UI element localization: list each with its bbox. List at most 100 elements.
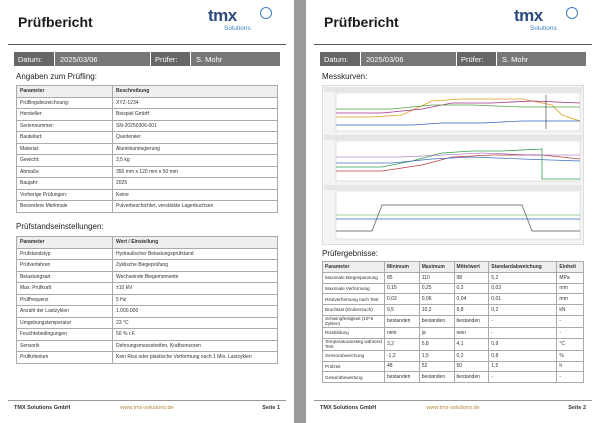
table-header: Minimum [384, 261, 420, 273]
series-line [336, 98, 581, 122]
table-cell: Prüffrequenz [16, 293, 113, 306]
footer-divider [314, 400, 592, 401]
footer-company: TMX Solutions GmbH [14, 405, 71, 411]
page-footer: TMX Solutions GmbH www.tmx-solutions.de … [320, 405, 586, 413]
table-cell: Anzahl der Lastzyklen [16, 305, 113, 318]
page-footer: TMX Solutions GmbH www.tmx-solutions.de … [14, 405, 280, 413]
table-cell: - [556, 326, 584, 339]
table-cell: Dehnungsmessstreifen, Kraftsensoren [112, 339, 278, 352]
footer-company: TMX Solutions GmbH [320, 405, 377, 411]
table-cell: 0,03 [488, 282, 558, 295]
page-title: Prüfbericht [18, 14, 93, 30]
header-divider [314, 44, 592, 45]
series-line [336, 152, 580, 158]
table-cell: Bruchlast (Endversuch) [322, 304, 385, 316]
table-cell: 10,2 [418, 304, 455, 316]
table-cell: Gewicht: [16, 154, 113, 167]
company-logo: tmx Solutions [514, 6, 578, 38]
table-cell: bestanden [453, 314, 490, 328]
results-heading: Prüfergebnisse: [322, 249, 379, 258]
footer-page: Seite 1 [262, 405, 280, 411]
table-cell: Sensorabweichung [322, 349, 385, 362]
table-row: Prüfstandstyp Hydraulischer Belastungsprü… [16, 247, 278, 260]
specimen-table: Parameter Beschreibung Prüflingsbezeichn… [16, 85, 278, 213]
table-cell: mm [556, 293, 584, 306]
table-cell: Vorherige Prüfungen: [16, 188, 113, 201]
table-cell: 9,5 [384, 304, 420, 316]
table-row: Rissbildung nein ja nein - - [322, 326, 584, 339]
table-row: Gesamtbewertung bestanden bestanden bestand… [322, 371, 584, 384]
table-row: Maximale Verformung 0,15 0,25 0,2 0,03 mm [322, 282, 584, 295]
report-page-2: Prüfbericht tmx Solutions Datum: 2025/03… [306, 0, 600, 423]
table-cell: Keine [112, 188, 278, 201]
logo-brand: tmx [514, 6, 543, 25]
table-cell: Temperaturanstieg während Test [322, 337, 385, 351]
chart-legend-3 [324, 185, 582, 190]
table-header: Beschreibung [112, 85, 278, 98]
tester-value: S. Mohr [190, 52, 280, 66]
series-line [336, 120, 580, 126]
table-header: Parameter [322, 261, 385, 273]
table-row: Sensorik Dehnungsmessstreifen, Kraftsenso… [16, 339, 278, 352]
table-cell: 50 [453, 360, 490, 373]
table-cell: Prüfverfahren [16, 259, 113, 272]
table-header: Parameter [16, 85, 113, 98]
table-cell: Max. Prüfkraft [16, 282, 113, 295]
table-row: Material: Aluminiumlegierung [16, 142, 278, 155]
logo-brand: tmx [208, 6, 237, 25]
table-cell: Prüfkriterium [16, 351, 113, 364]
table-row: Prüflingsbezeichnung: XYZ-1234 [16, 96, 278, 109]
table-header: Wert / Einstellung [112, 236, 278, 249]
table-cell: 0,9 [488, 337, 558, 351]
table-cell: Prüflingsbezeichnung: [16, 96, 113, 109]
table-cell: h [556, 360, 584, 373]
tester-label: Prüfer: [456, 52, 496, 66]
logo-wave-icon [566, 7, 578, 19]
table-row: Vorherige Prüfungen: Keine [16, 188, 278, 201]
table-cell: 98 [453, 271, 490, 284]
table-row: Prüfverfahren Zyklische Biegeprüfung [16, 259, 278, 272]
table-cell: mm [556, 282, 584, 295]
table-cell: kN [556, 304, 584, 316]
table-header: Parameter [16, 236, 113, 249]
footer-url[interactable]: www.tmx-solutions.de [120, 405, 174, 411]
table-cell: 0,2 [453, 349, 490, 362]
table-cell: Maximale Verformung [322, 282, 385, 295]
series-line [336, 104, 580, 110]
table-cell: 1.000.000 [112, 305, 278, 318]
table-cell: - [488, 326, 558, 339]
table-cell: 1,5 [418, 349, 455, 362]
table-cell: 52 [418, 360, 455, 373]
table-row: Sensorabweichung -1,2 1,5 0,2 0,8% [322, 349, 584, 362]
table-cell: Belastungsart [16, 270, 113, 283]
table-cell: Wechselnde Biegemomente [112, 270, 278, 283]
table-cell: SN-20250306-001 [112, 119, 278, 132]
page-header: Prüfbericht tmx Solutions [316, 0, 590, 45]
table-cell: Maximale Biegespannung [322, 271, 385, 284]
table-cell: 110 [418, 271, 455, 284]
date-label: Datum: [320, 52, 360, 66]
table-cell: 5,8 [418, 337, 455, 351]
series-line [336, 156, 581, 164]
table-row: Baujahr: 2025 [16, 177, 278, 190]
footer-url[interactable]: www.tmx-solutions.de [426, 405, 480, 411]
table-cell: Besondere Merkmale [16, 200, 113, 213]
table-cell: 1,5 [488, 360, 558, 373]
table-cell: 9,8 [453, 304, 490, 316]
date-label: Datum: [14, 52, 54, 66]
date-value: 2025/03/06 [360, 52, 456, 66]
table-cell: 3,2 [384, 337, 420, 351]
table-header: Einheit [556, 261, 584, 273]
table-cell: Bauteilart: [16, 131, 113, 144]
table-cell: 23 °C [112, 316, 278, 329]
table-cell: XYZ-1234 [112, 96, 278, 109]
table-cell: Kein Riss oder plastische Verformung nac… [112, 351, 278, 364]
company-logo: tmx Solutions [208, 6, 272, 38]
table-cell: 0,25 [418, 282, 455, 295]
table-header: Mittelwert [453, 261, 490, 273]
footer-page: Seite 2 [568, 405, 586, 411]
table-row: Bruchlast (Endversuch) 9,5 10,2 9,8 0,2 kN [322, 304, 584, 316]
table-cell: Schwingfestigkeit (10^6 Zyklen) [322, 314, 385, 328]
table-header: Maximum [418, 261, 455, 273]
table-row: Maximale Biegespannung 85 110 98 5,2 MPa [322, 271, 584, 284]
